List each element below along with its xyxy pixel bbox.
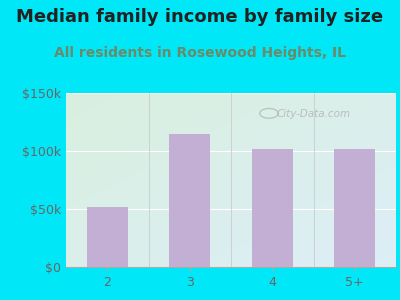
Text: City-Data.com: City-Data.com (276, 109, 350, 119)
Text: Median family income by family size: Median family income by family size (16, 8, 384, 26)
Text: All residents in Rosewood Heights, IL: All residents in Rosewood Heights, IL (54, 46, 346, 61)
Bar (252, 149, 293, 267)
Bar (334, 149, 375, 267)
Bar (87, 207, 128, 267)
Bar (169, 134, 210, 267)
